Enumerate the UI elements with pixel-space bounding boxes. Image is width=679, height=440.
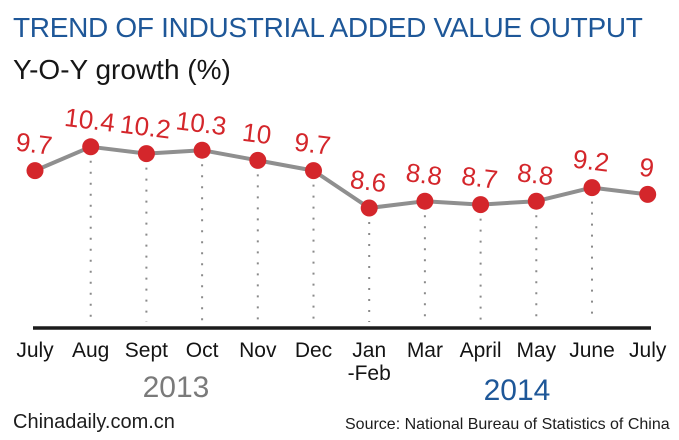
data-point (26, 162, 44, 180)
value-label: 10 (241, 117, 273, 150)
value-label: 9.7 (14, 127, 54, 161)
year-label-2013: 2013 (142, 371, 210, 404)
brand-credit: Chinadaily.com.cn (13, 411, 175, 433)
data-point (305, 162, 322, 180)
month-label: Oct (186, 339, 219, 362)
month-label: Mar (407, 339, 443, 362)
month-label: Jan -Feb (348, 339, 391, 385)
value-label: 9 (638, 152, 656, 184)
month-label: Sept (125, 339, 168, 362)
month-label: May (516, 339, 556, 362)
year-label-2014: 2014 (483, 374, 551, 407)
value-label: 9.7 (293, 127, 333, 161)
data-point (193, 141, 211, 159)
month-label: June (569, 339, 615, 362)
data-point (639, 185, 657, 203)
value-label: 8.8 (516, 157, 556, 191)
value-label: 8.8 (404, 157, 444, 191)
data-point (583, 179, 601, 197)
data-point (249, 151, 267, 169)
data-point (472, 196, 490, 214)
month-label: Nov (239, 339, 277, 362)
month-label: Dec (295, 339, 332, 362)
data-point (360, 199, 378, 217)
month-label: July (16, 339, 54, 362)
value-label: 10.4 (63, 102, 117, 138)
value-label: 8.6 (349, 164, 389, 198)
data-point (137, 145, 155, 163)
value-label: 10.3 (174, 105, 228, 141)
value-label: 9.2 (571, 144, 611, 178)
trend-line (33, 144, 650, 210)
data-point (527, 192, 545, 210)
data-point (82, 138, 100, 156)
value-label: 8.7 (460, 161, 500, 195)
month-label: July (629, 339, 667, 362)
month-label: April (460, 339, 502, 362)
source-credit: Source: National Bureau of Statistics of… (345, 416, 670, 433)
chart-title: TREND OF INDUSTRIAL ADDED VALUE OUTPUT (13, 12, 643, 43)
chart-subtitle: Y-O-Y growth (%) (13, 54, 231, 85)
data-point (416, 192, 434, 210)
month-label: Aug (72, 339, 109, 362)
value-label: 10.2 (119, 109, 173, 145)
line-chart: 9.7 10.4 10.2 10.3 10 9.7 8.6 8.8 8.7 8.8 9.2 9 July… (14, 102, 667, 385)
